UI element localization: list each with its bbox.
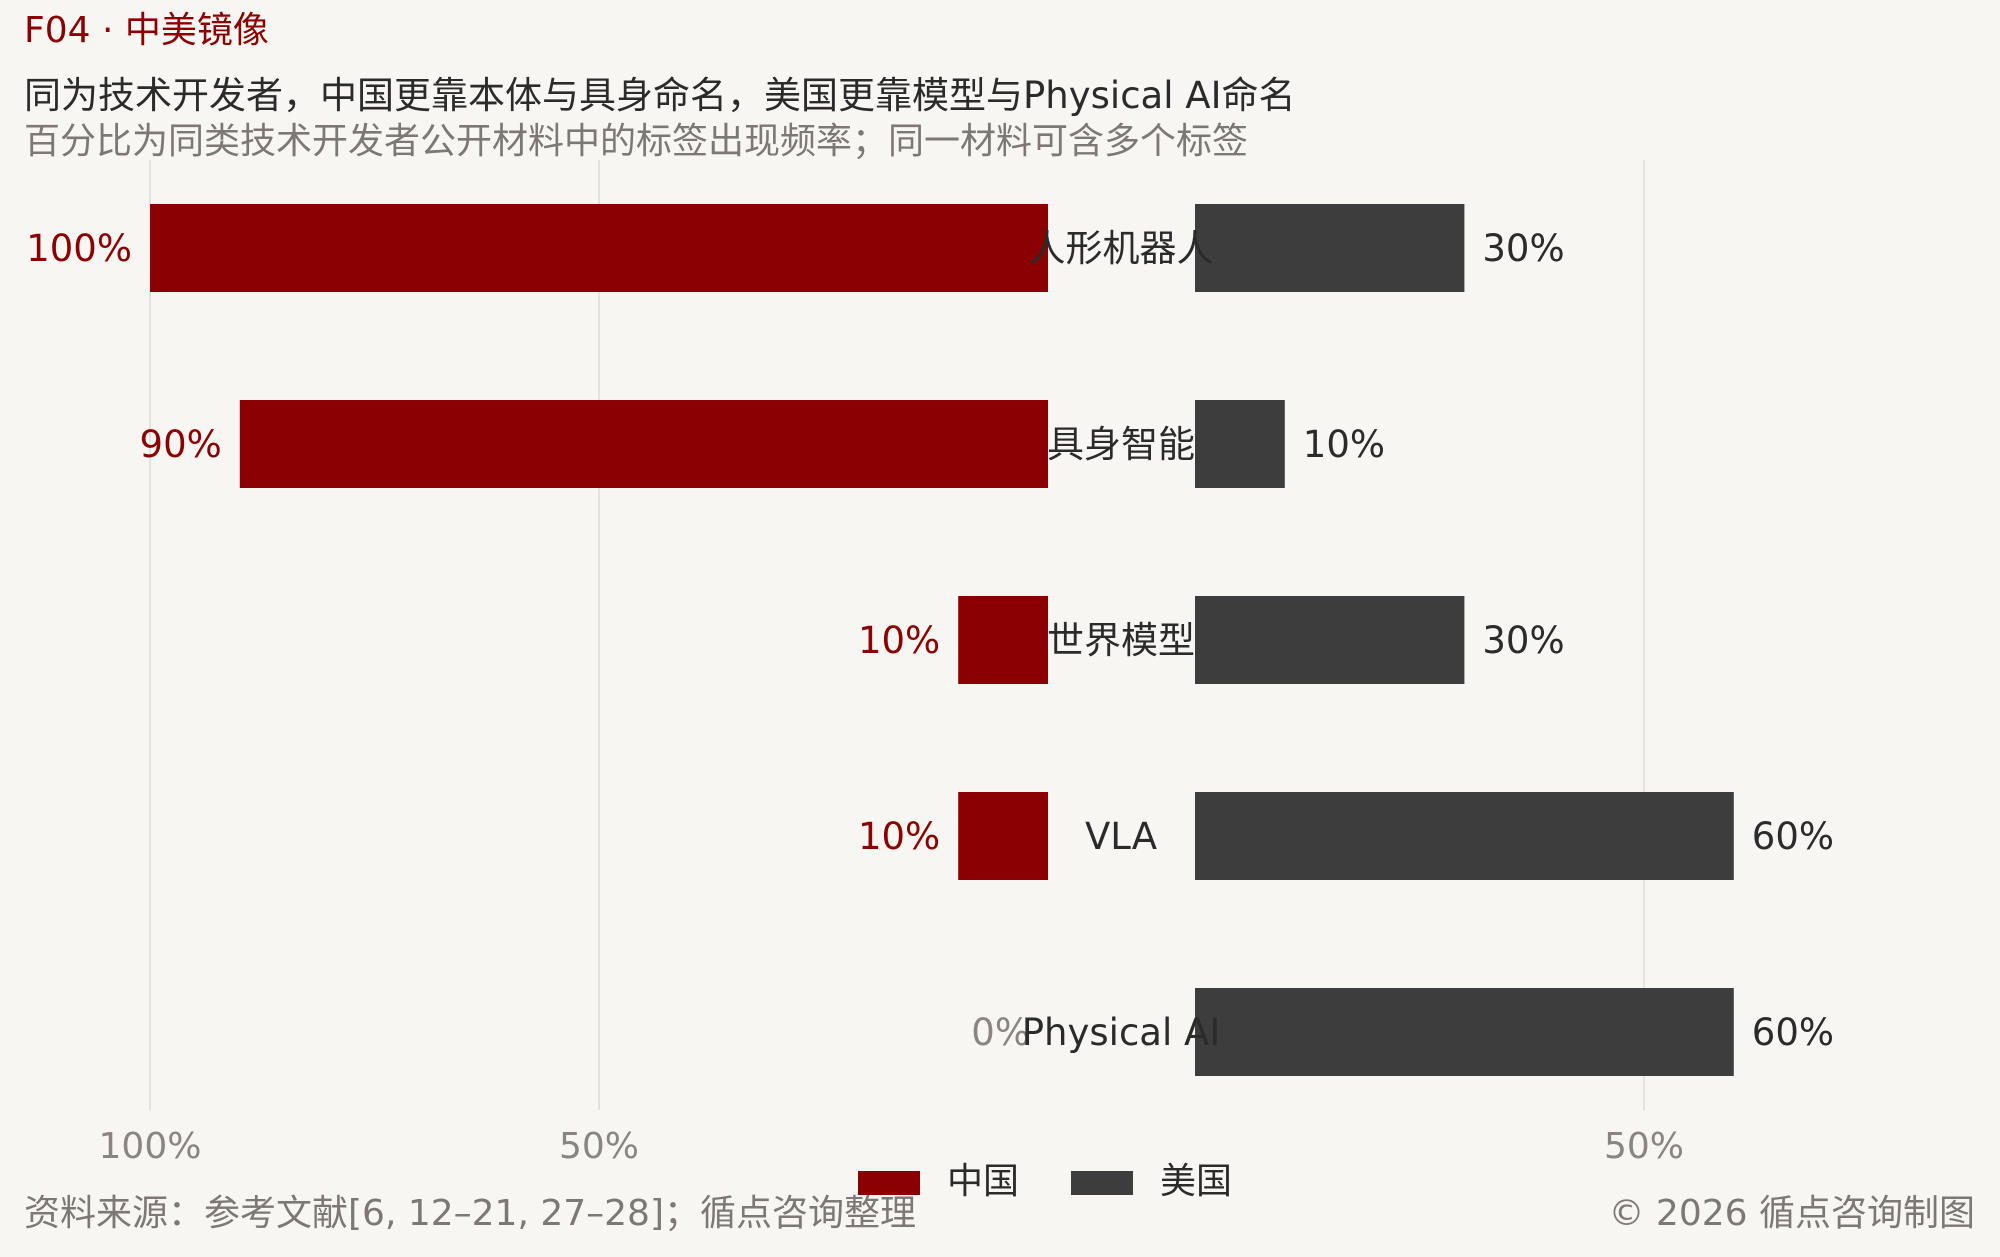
china-value-label: 100% [26, 227, 132, 270]
us-value-label: 30% [1482, 619, 1564, 662]
china-value-label: 10% [858, 815, 940, 858]
china-bar [958, 596, 1048, 684]
category-label: 世界模型 [1047, 619, 1195, 662]
us-value-label: 10% [1303, 423, 1385, 466]
category-label: 人形机器人 [1029, 227, 1214, 270]
right-axis-tick-50: 50% [1604, 1126, 1684, 1167]
value-labels: 100% 30% 90% 10% 10% 30% 10% 60% 0% 60% [26, 227, 1834, 1054]
grid-lines [149, 160, 1645, 1110]
left-axis-tick-100: 100% [99, 1126, 202, 1167]
us-bar [1195, 204, 1465, 292]
figure-tag: F04 · 中美镜像 [24, 10, 269, 51]
us-value-label: 30% [1482, 227, 1564, 270]
legend-swatch-us [1071, 1171, 1133, 1195]
us-value-label: 60% [1752, 1011, 1834, 1054]
legend-swatch-china [858, 1171, 920, 1195]
us-bar [1195, 400, 1285, 488]
category-label: 具身智能 [1047, 423, 1195, 466]
chart-title: 同为技术开发者，中国更靠本体与具身命名，美国更靠模型与Physical AI命名 [24, 74, 1296, 117]
china-bar [150, 204, 1048, 292]
us-bar [1195, 596, 1465, 684]
china-bar [239, 400, 1049, 488]
category-label: Physical AI [1022, 1011, 1221, 1054]
china-value-label: 10% [858, 619, 940, 662]
copyright-note: © 2026 循点咨询制图 [1608, 1193, 1975, 1234]
china-bar [958, 792, 1048, 880]
axis-tick-labels: 100% 50% 50% [99, 1126, 1684, 1167]
legend: 中国 美国 [858, 1161, 1232, 1202]
bar-marks [150, 204, 1734, 1076]
china-value-label: 0% [971, 1011, 1030, 1054]
china-value-label: 90% [140, 423, 222, 466]
source-note: 资料来源：参考文献[6, 12–21, 27–28]；循点咨询整理 [24, 1193, 916, 1234]
chart-subtitle: 百分比为同类技术开发者公开材料中的标签出现频率；同一材料可含多个标签 [24, 121, 1248, 162]
legend-label-china: 中国 [947, 1161, 1019, 1202]
legend-label-us: 美国 [1160, 1161, 1232, 1202]
left-axis-tick-50: 50% [559, 1126, 639, 1167]
us-bar [1195, 792, 1734, 880]
us-value-label: 60% [1752, 815, 1834, 858]
category-label: VLA [1085, 815, 1157, 858]
us-bar [1195, 988, 1734, 1076]
